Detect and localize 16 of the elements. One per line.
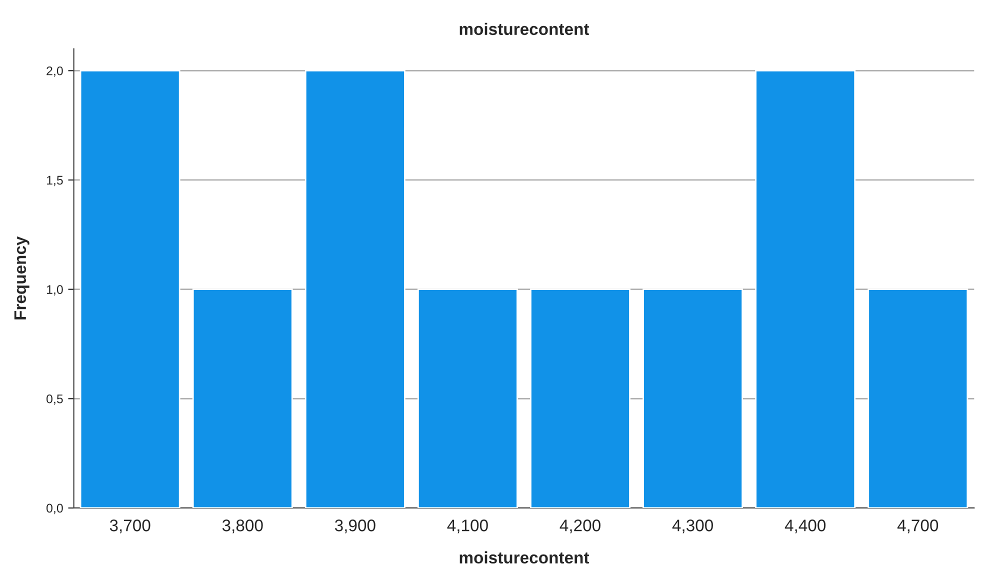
x-tick-label: 4,700 — [897, 520, 938, 534]
x-tick-label: 4,300 — [672, 520, 713, 534]
x-tick-label: 4,400 — [784, 520, 826, 534]
y-tick-label: 2,0 — [46, 66, 63, 77]
y-tick-label: 0,0 — [46, 504, 63, 514]
y-axis-title: Frequency — [14, 236, 30, 320]
x-tick-label: 3,700 — [110, 520, 150, 534]
x-axis-title: moisturecontent — [460, 551, 590, 564]
y-tick-label: 1,0 — [46, 285, 63, 296]
x-tick-label: 3,800 — [222, 520, 263, 534]
x-tick-label: 3,900 — [334, 520, 376, 534]
x-tick-label: 4,100 — [447, 520, 488, 534]
y-tick-label: 1,5 — [46, 176, 63, 186]
y-tick-label: 0,5 — [46, 394, 63, 405]
chart-title: moisturecontent — [460, 22, 590, 36]
x-tick-label: 4,200 — [560, 520, 600, 534]
